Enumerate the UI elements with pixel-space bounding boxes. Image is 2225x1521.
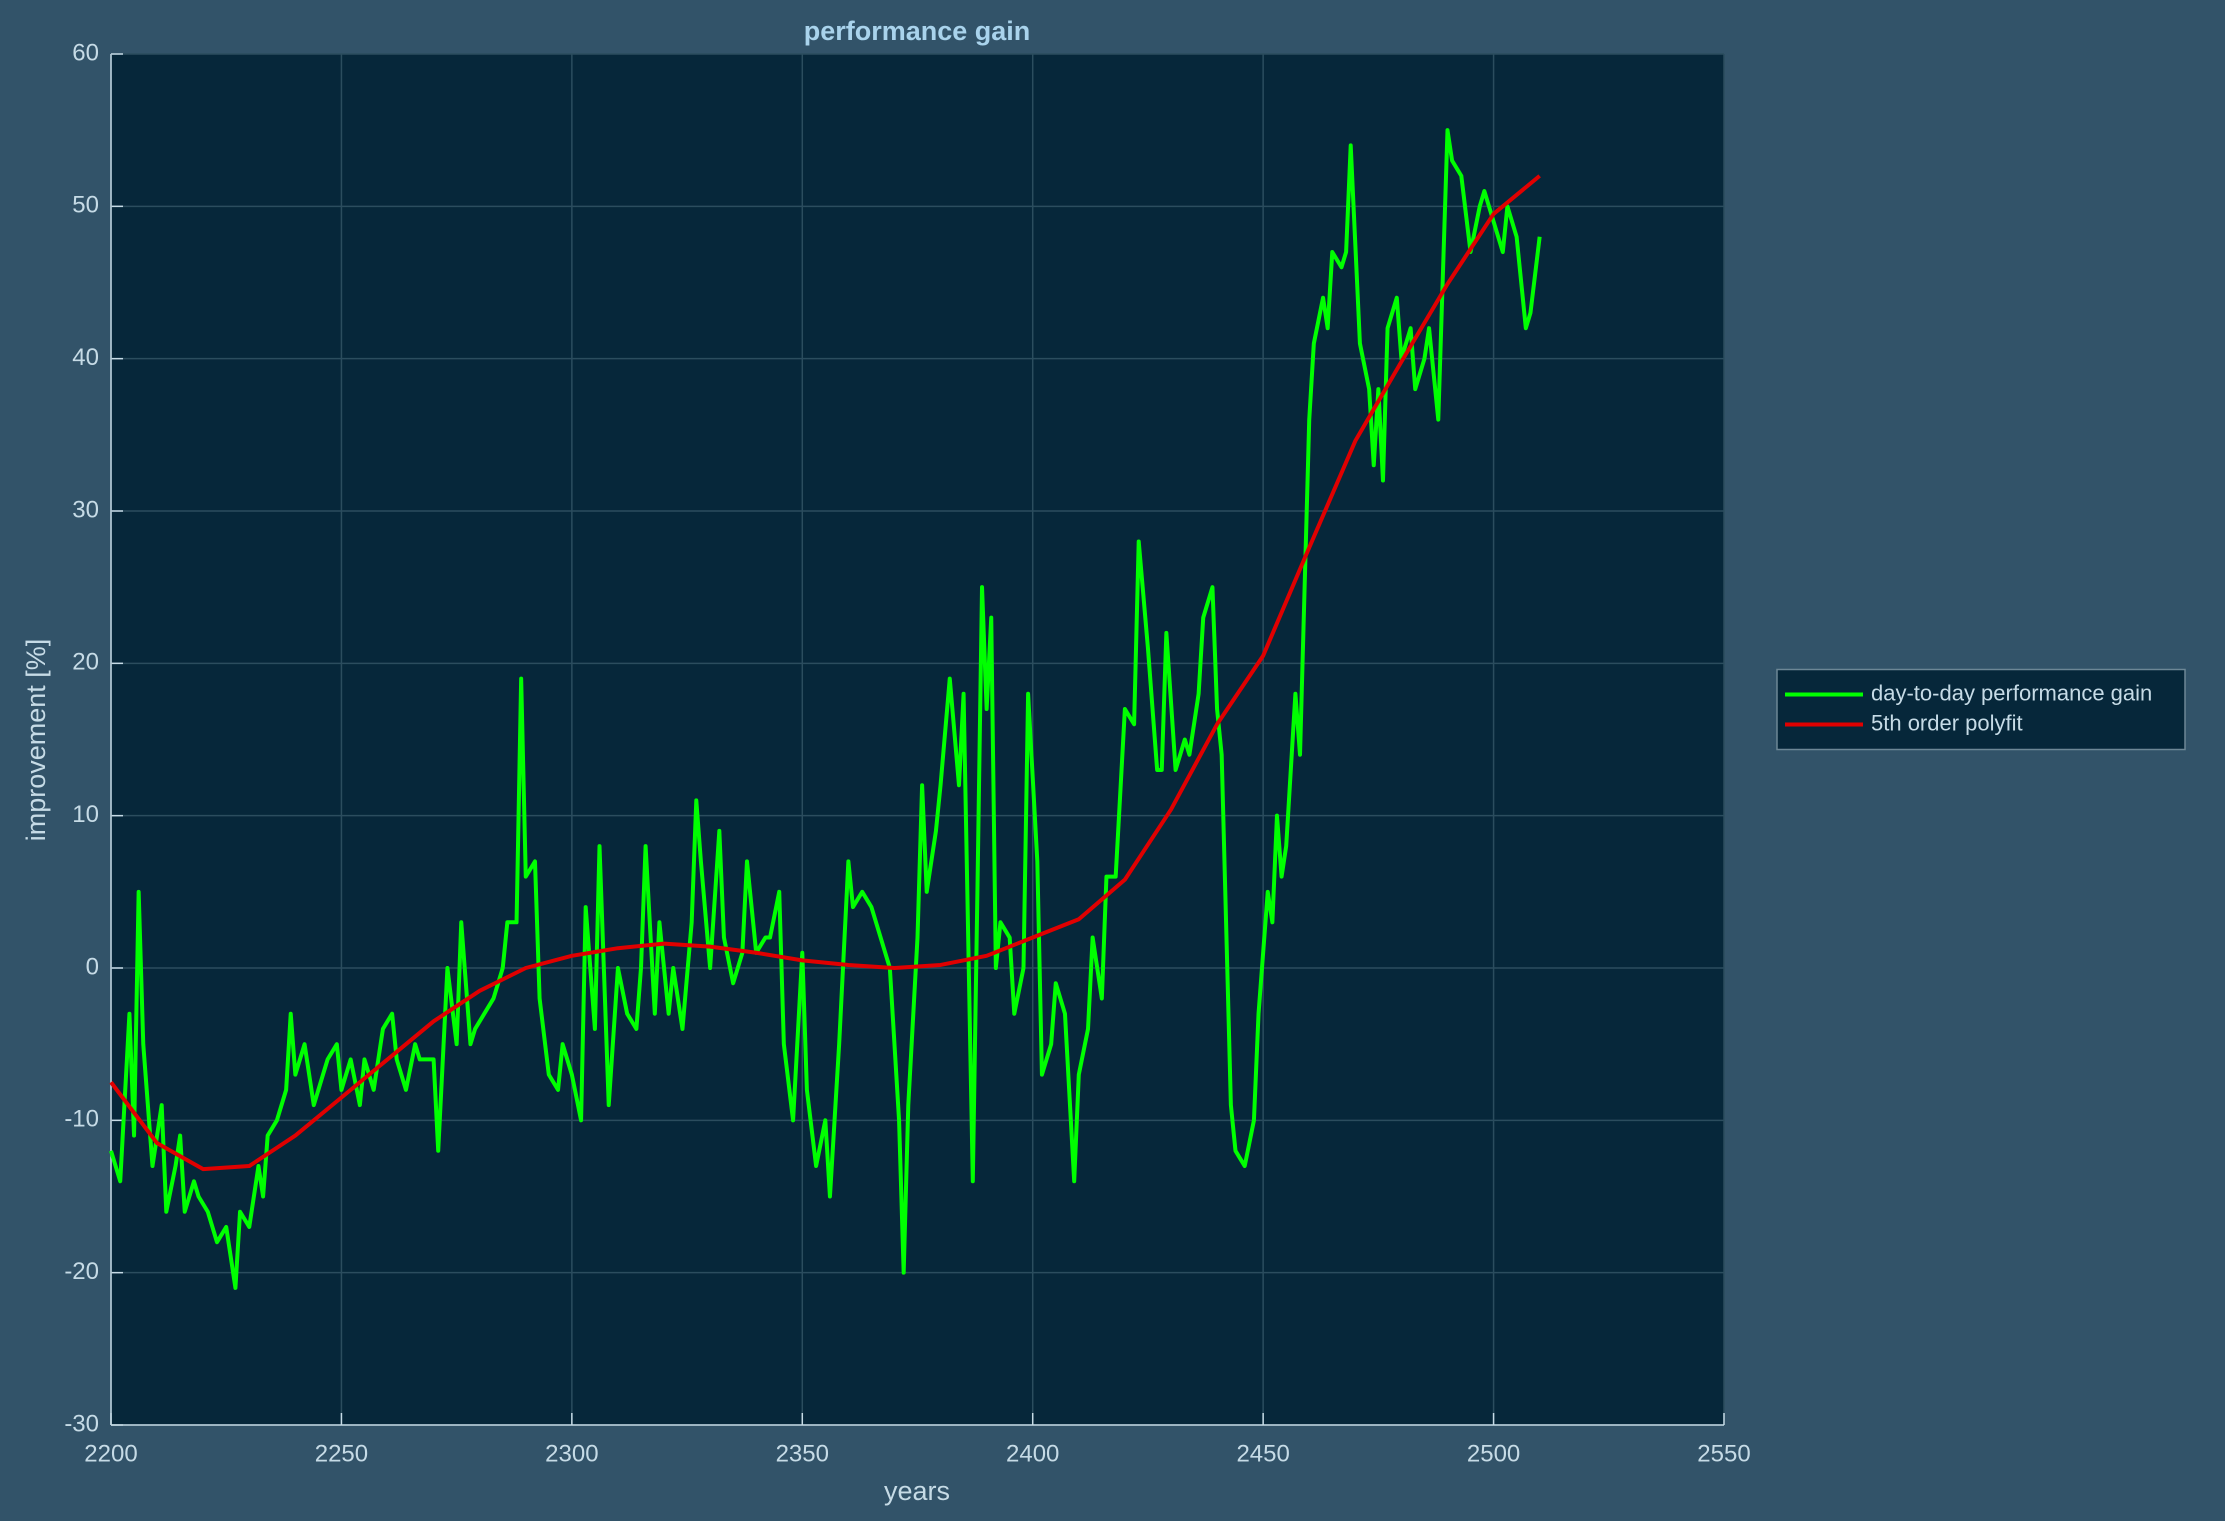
y-tick-label: 10 <box>72 801 99 828</box>
y-tick-label: -20 <box>64 1258 99 1285</box>
data-line <box>109 174 1541 1172</box>
y-tick-label: 0 <box>86 953 99 980</box>
x-tick-label: 2350 <box>776 1440 829 1467</box>
legend-box <box>1776 668 2186 751</box>
y-tick-label: 50 <box>72 192 99 219</box>
chart-title: performance gain <box>804 16 1031 46</box>
x-tick-label: 2550 <box>1697 1440 1750 1467</box>
x-tick-label: 2500 <box>1467 1440 1520 1467</box>
legend-label: 5th order polyfit <box>1871 710 2023 735</box>
y-tick-label: 40 <box>72 344 99 371</box>
x-tick-label: 2250 <box>315 1440 368 1467</box>
plot-area <box>111 54 1724 1425</box>
x-tick-label: 2300 <box>545 1440 598 1467</box>
x-tick-label: 2450 <box>1236 1440 1289 1467</box>
x-tick-label: 2400 <box>1006 1440 1059 1467</box>
y-tick-label: 30 <box>72 496 99 523</box>
y-tick-label: -30 <box>64 1410 99 1437</box>
y-tick-label: 20 <box>72 649 99 676</box>
y-axis-label: improvement [%] <box>21 639 51 842</box>
x-tick-label: 2200 <box>84 1440 137 1467</box>
y-tick-label: 60 <box>72 39 99 66</box>
y-tick-label: -10 <box>64 1106 99 1133</box>
data-line <box>109 128 1542 1290</box>
x-axis-label: years <box>884 1476 950 1506</box>
legend-label: day-to-day performance gain <box>1871 680 2152 705</box>
